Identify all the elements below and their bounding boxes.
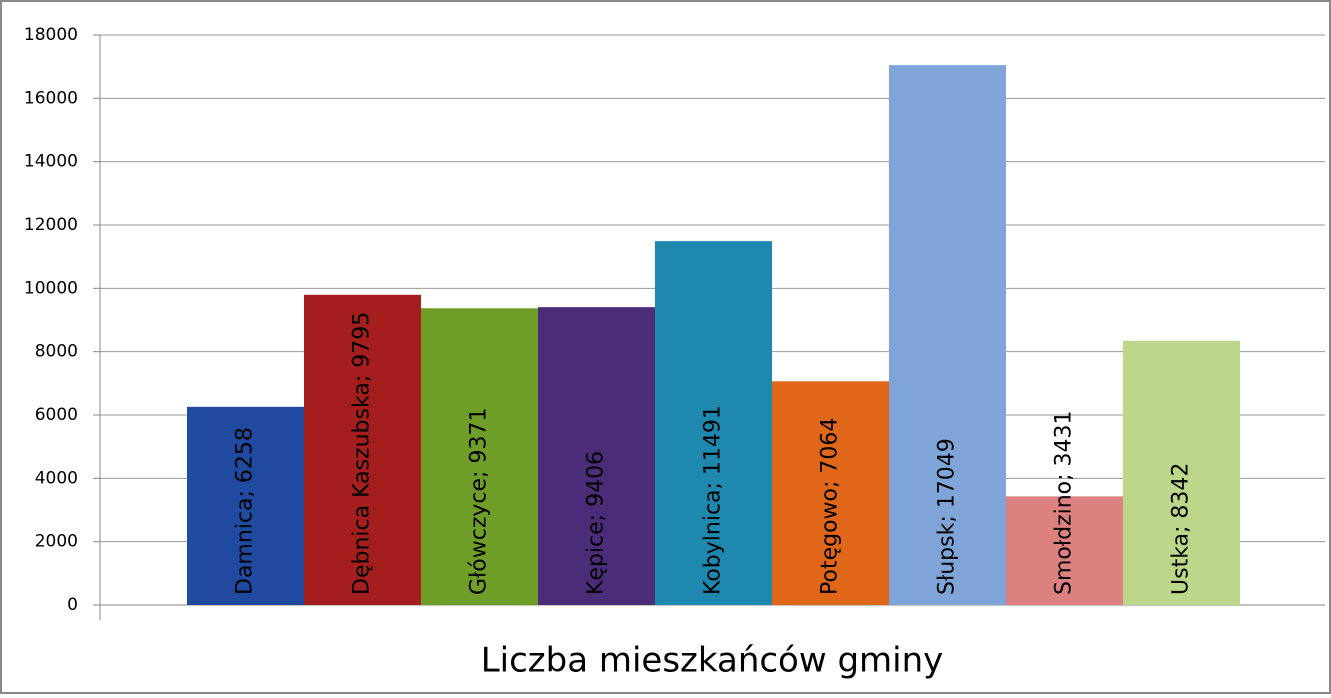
data-label: Damnica; 6258	[233, 427, 258, 595]
y-tick-label: 2000	[35, 532, 78, 552]
bar	[304, 294, 421, 605]
y-tick-label: 12000	[24, 215, 78, 235]
y-tick-label: 6000	[35, 405, 78, 425]
y-tick-label: 10000	[24, 278, 78, 298]
x-axis-title: Liczba mieszkańców gminy	[481, 641, 944, 681]
bar	[538, 307, 655, 605]
bar	[772, 381, 889, 605]
data-label: Kępice; 9406	[584, 451, 609, 595]
data-label: Ustka; 8342	[1169, 463, 1194, 595]
data-label: Główczyce; 9371	[467, 408, 492, 595]
y-tick-label: 16000	[24, 88, 78, 108]
bar	[421, 308, 538, 605]
bar	[1006, 496, 1123, 605]
data-label: Smołdzino; 3431	[1052, 410, 1077, 595]
bar	[655, 241, 772, 605]
y-tick-label: 8000	[35, 342, 78, 362]
bar	[187, 406, 304, 605]
data-label: Słupsk; 17049	[935, 438, 960, 595]
y-tick-label: 14000	[24, 152, 78, 172]
y-tick-label: 4000	[35, 468, 78, 488]
data-label: Potęgowo; 7064	[818, 418, 843, 595]
y-tick-label: 18000	[24, 25, 78, 45]
bar	[889, 65, 1006, 606]
data-label: Dębnica Kaszubska; 9795	[350, 312, 375, 595]
y-tick-label: 0	[67, 595, 78, 615]
data-label: Kobylnica; 11491	[701, 405, 726, 595]
bar	[1123, 340, 1240, 605]
